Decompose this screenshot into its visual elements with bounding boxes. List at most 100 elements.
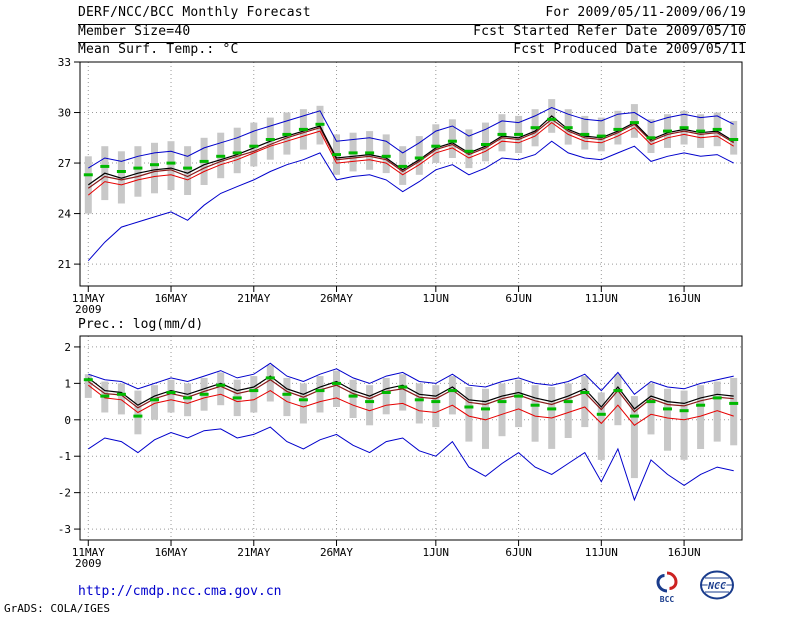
bcc-logo-blue-swirl — [656, 574, 668, 593]
spread-bar — [630, 396, 638, 479]
x-tick-label: 21MAY — [237, 292, 270, 305]
y-tick-label: -2 — [58, 487, 71, 500]
y-tick-label: -3 — [58, 523, 71, 536]
spread-bar — [233, 127, 241, 174]
spread-bar — [151, 385, 158, 420]
ncc-logo-label: NCC — [707, 581, 726, 592]
spread-bar — [647, 119, 655, 153]
y-tick-label: 33 — [58, 56, 71, 69]
precip-panel-chart: -3 -2 -1 0 1 2 11MAY 16MAY 21MAY 26MAY 1JUN 6JUN 11J… — [58, 335, 743, 570]
x-tick-label: 11MAY — [72, 546, 105, 559]
spread-bar — [730, 377, 738, 446]
plot-frame — [79, 61, 743, 287]
spread-bar — [84, 374, 92, 398]
x-tick-label: 16JUN — [668, 292, 701, 305]
spread-bar — [399, 374, 407, 411]
ncc-logo-globe — [700, 570, 734, 600]
spread-bar — [515, 379, 523, 428]
darkred-member-line — [87, 118, 735, 189]
spread-bar — [564, 383, 572, 438]
spread-bar — [614, 110, 622, 145]
spread-bar — [664, 388, 671, 451]
spread-bar — [448, 376, 456, 415]
upper-envelope-line — [88, 106, 734, 169]
spread-bar — [382, 377, 390, 415]
grads-credit: GrADS: COLA/IGES — [4, 602, 110, 615]
spread-bar — [415, 383, 423, 424]
spread-bar — [266, 365, 274, 402]
spread-bar — [498, 114, 506, 152]
spread-bar — [697, 385, 705, 449]
source-url-link[interactable]: http://cmdp.ncc.cma.gov.cn — [78, 584, 282, 599]
x-tick-label: 1JUN — [423, 546, 450, 559]
spread-bar — [151, 142, 158, 194]
spread-bar — [167, 141, 175, 190]
spread-bar — [482, 122, 489, 162]
x-axis-year-label: 2009 — [75, 303, 102, 316]
spread-bar — [713, 381, 721, 442]
spread-bar — [283, 377, 291, 417]
spread-bar — [84, 156, 92, 214]
spread-bar — [382, 134, 390, 174]
spread-bar — [432, 385, 440, 428]
plot-frame — [79, 335, 743, 541]
ncc-logo: NCC — [700, 570, 734, 600]
spread-bar — [531, 385, 539, 442]
spread-bar — [366, 131, 374, 170]
spread-bar — [597, 392, 605, 460]
spread-bar — [465, 387, 473, 442]
spread-bar — [465, 129, 473, 169]
bcc-logo-label: BCC — [660, 595, 675, 604]
ncc-logo-lines — [702, 577, 732, 593]
spread-bar — [448, 119, 456, 158]
spread-bar — [432, 124, 440, 163]
x-tick-label: 16MAY — [154, 292, 187, 305]
red-member-line — [87, 121, 734, 196]
page-title: DERF/NCC/BCC Monthly Forecast — [78, 5, 311, 20]
x-axis-year-label: 2009 — [75, 557, 102, 570]
red-member-line — [87, 384, 734, 426]
precip-panel-title: Prec.: log(mm/d) — [78, 317, 204, 332]
y-tick-label: 1 — [64, 377, 71, 390]
x-tick-label: 1JUN — [423, 292, 450, 305]
darkred-member-line — [87, 378, 734, 413]
spread-bar — [415, 136, 423, 175]
spread-bar — [680, 390, 688, 460]
spread-bar — [250, 122, 258, 167]
y-tick-label: 30 — [58, 107, 71, 120]
spread-bar — [597, 117, 605, 152]
produced-date-label: Fcst Produced Date 2009/05/11 — [513, 42, 746, 57]
spread-bar — [349, 379, 357, 418]
spread-bar — [184, 383, 192, 417]
bcc-logo-red-swirl — [666, 571, 678, 590]
upper-envelope-line — [88, 362, 734, 396]
forecast-range-label: For 2009/05/11-2009/06/19 — [545, 5, 746, 20]
ensemble-mean-line — [87, 375, 734, 410]
lower-envelope-line — [88, 426, 734, 502]
spread-bar — [647, 383, 655, 435]
lower-envelope-line — [87, 140, 734, 262]
x-tick-label: 16MAY — [154, 546, 187, 559]
spread-bar — [630, 104, 638, 138]
ensemble-mean-line — [87, 115, 735, 186]
y-tick-label: 2 — [64, 341, 71, 354]
spread-bar — [217, 372, 225, 406]
spread-bar — [498, 383, 506, 437]
bcc-logo: BCC — [656, 571, 678, 604]
spread-bar — [184, 146, 192, 195]
x-tick-label: 11JUN — [585, 292, 618, 305]
spread-bar — [366, 385, 374, 426]
spread-bar — [316, 376, 324, 413]
spread-bar — [730, 120, 738, 155]
header-row-1: DERF/NCC/BCC Monthly Forecast For 2009/0… — [78, 5, 746, 25]
spread-bar — [581, 376, 589, 428]
y-tick-label: 0 — [64, 414, 71, 427]
spread-bar — [117, 383, 125, 415]
x-tick-label: 26MAY — [320, 546, 353, 559]
y-tick-label: 24 — [58, 208, 72, 221]
x-tick-label: 11MAY — [72, 292, 105, 305]
header-row-3: Mean Surf. Temp.: °C Fcst Produced Date … — [78, 42, 746, 57]
temp-panel-chart: 21 24 27 30 33 11MAY 16MAY 21MAY 26MAY 1JUN 6JUN 11… — [58, 56, 743, 316]
refer-date-label: Fcst Started Refer Date 2009/05/10 — [473, 24, 746, 39]
